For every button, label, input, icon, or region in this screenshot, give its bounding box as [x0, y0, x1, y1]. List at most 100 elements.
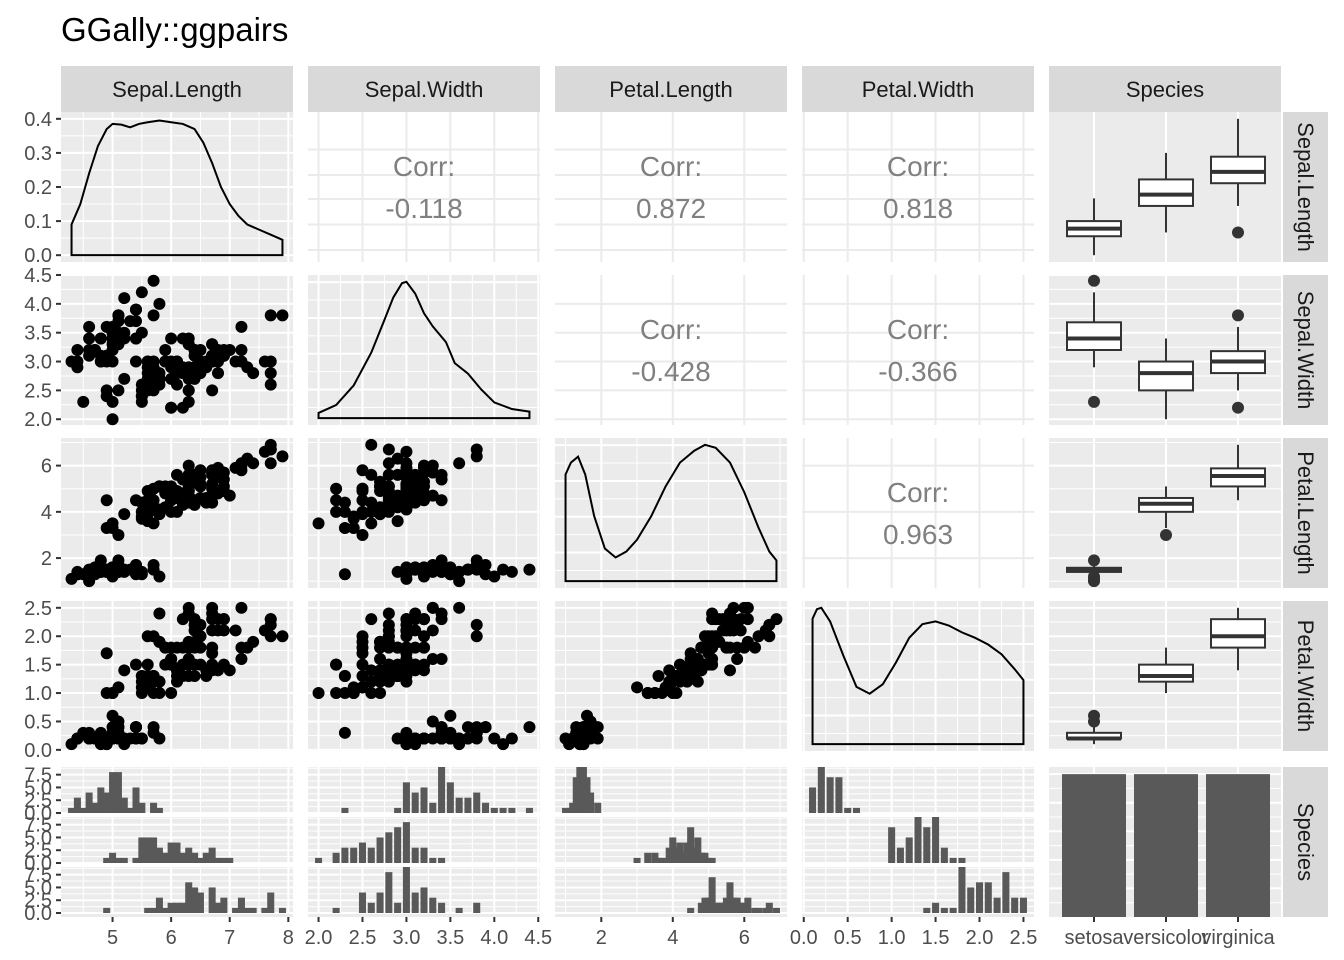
scatter-point [400, 445, 413, 458]
histogram-bar [114, 772, 122, 813]
scatter-point [426, 624, 439, 637]
histogram-bar [705, 897, 713, 913]
histogram-bar [155, 847, 163, 863]
histogram-bar [385, 832, 393, 863]
histogram-bar [185, 847, 193, 863]
scatter-point [141, 485, 154, 498]
boxplot-box [1210, 618, 1266, 649]
scatter-point [338, 505, 351, 518]
top-strip-Petal.Length [555, 66, 787, 112]
corr-value: 0.963 [883, 519, 953, 550]
scatter-point [71, 732, 84, 745]
right-strip-Sepal.Length [1283, 112, 1328, 262]
scatter-point [691, 675, 704, 688]
scatter-point [206, 601, 219, 614]
histogram-bar [565, 807, 573, 813]
histogram-bar [350, 847, 358, 863]
histogram-bar [126, 807, 134, 813]
panel-Sepal.Length-Petal.Length: Corr: 0.872 [555, 112, 787, 262]
scatter-point [264, 355, 277, 368]
histogram-bar [697, 852, 705, 863]
scatter-point [83, 320, 96, 333]
scatter-point [365, 664, 378, 677]
scatter-point [365, 505, 378, 518]
scatter-point [409, 613, 422, 626]
corr-value: -0.118 [385, 193, 462, 224]
scatter-point [135, 286, 148, 299]
scatter-point [330, 687, 343, 700]
histogram-bar [914, 817, 922, 863]
boxplot-outlier [1088, 554, 1100, 567]
corr-label: Corr: [640, 151, 702, 182]
panel-Petal.Width-Petal.Length [555, 601, 787, 751]
scatter-point [418, 565, 430, 578]
scatter-point [444, 726, 457, 739]
scatter-point [206, 641, 219, 654]
boxplot-virginica [1210, 607, 1266, 671]
scatter-point [247, 367, 260, 380]
histogram-bar [185, 882, 193, 913]
histogram-bar [438, 857, 446, 863]
scatter-point [391, 658, 404, 671]
panel-Sepal.Length-Sepal.Length [61, 112, 293, 262]
scatter-point [400, 565, 413, 578]
scatter-point [391, 670, 404, 682]
scatter-point [159, 641, 172, 654]
histogram-gap [555, 863, 787, 867]
scatter-point [100, 494, 113, 507]
scatter-point [182, 658, 195, 671]
scatter-point [382, 635, 395, 648]
scatter-point [470, 630, 483, 643]
scatter-point [409, 641, 422, 654]
scatter-point [235, 355, 248, 368]
species-bar-versicolor [1134, 774, 1198, 917]
histogram-bar [1019, 897, 1027, 913]
histogram-bar [455, 797, 463, 813]
histogram-bar [719, 902, 727, 913]
scatter-point [470, 721, 483, 734]
scatter-point [418, 630, 430, 643]
scatter-point [135, 568, 148, 581]
scatter-point [374, 670, 387, 682]
scatter-point [435, 732, 448, 745]
histogram-bar [708, 877, 716, 913]
histogram-bar [905, 837, 913, 863]
scatter-point [426, 652, 439, 665]
histogram-bar [852, 807, 860, 813]
scatter-point [706, 641, 719, 654]
boxplot-outlier [1232, 309, 1244, 322]
top-strip-label: Sepal.Width [365, 77, 484, 102]
right-strip-Petal.Width [1283, 601, 1328, 751]
histogram-bar [376, 892, 384, 913]
corr-label: Corr: [640, 314, 702, 345]
histogram-bar [179, 852, 187, 863]
histogram-bar [687, 827, 695, 863]
scatter-point [652, 670, 665, 682]
scatter-point [723, 664, 736, 677]
boxplot-box [1138, 663, 1194, 683]
histogram-setosa [809, 767, 860, 813]
histogram-versicolor [315, 822, 446, 863]
histogram-bar [482, 802, 490, 813]
histogram-bar [196, 857, 204, 863]
histogram-bar [844, 807, 852, 813]
scatter-point [153, 297, 166, 310]
y-tick-label: 1.5 [24, 655, 52, 677]
scatter-point [176, 613, 189, 626]
scatter-point [129, 355, 142, 368]
x-tick-label: 0.0 [790, 927, 818, 949]
scatter-point [453, 601, 466, 614]
x-tick-label: 7 [224, 927, 235, 949]
scatter-point [135, 326, 148, 339]
scatter-point [418, 732, 430, 745]
histogram-bar [672, 847, 680, 863]
boxplot-outlier [1160, 528, 1172, 541]
scatter-point [217, 480, 230, 493]
scatter-point [741, 635, 754, 648]
scatter-point [670, 670, 683, 682]
x-tick-label: 1.5 [922, 927, 950, 949]
y-tick-label: 2.5 [24, 598, 52, 620]
scatter-point [182, 395, 195, 408]
scatter-point [391, 732, 404, 745]
scatter-point [688, 664, 701, 677]
